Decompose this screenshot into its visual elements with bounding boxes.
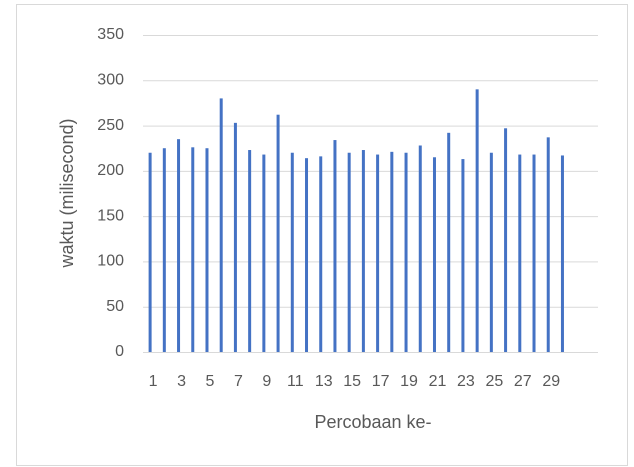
bar [290, 152, 294, 352]
bar [262, 154, 266, 352]
x-axis-label: Percobaan ke- [314, 412, 431, 432]
x-tick-label: 9 [262, 373, 271, 390]
bar [205, 148, 209, 352]
bar [162, 148, 166, 352]
bar [233, 122, 237, 353]
y-tick-label: 300 [97, 72, 124, 89]
bar [447, 132, 451, 352]
bar [376, 154, 380, 352]
x-tick-label: 13 [315, 373, 333, 390]
bar [518, 154, 522, 352]
bar [361, 150, 365, 352]
x-tick-label: 29 [542, 373, 560, 390]
y-tick-label: 50 [106, 298, 124, 315]
bar [219, 98, 223, 353]
x-tick-label: 7 [234, 373, 243, 390]
x-tick-label: 11 [287, 373, 304, 390]
bar [532, 154, 536, 352]
bar [546, 137, 550, 352]
bar [461, 159, 465, 352]
x-tick-label: 17 [372, 373, 390, 390]
bar [475, 89, 479, 352]
y-tick-label: 200 [97, 162, 124, 179]
bar [276, 114, 280, 353]
x-tick-label: 27 [514, 373, 532, 390]
bar [333, 140, 337, 352]
x-tick-label: 21 [429, 373, 447, 390]
y-axis-label: waktu (milisecond) [57, 118, 77, 268]
x-tick-label: 3 [177, 373, 186, 390]
x-tick-label: 25 [485, 373, 503, 390]
bar [148, 152, 152, 352]
bar [489, 152, 493, 352]
bar [504, 128, 508, 352]
bar [560, 155, 564, 352]
bar [319, 156, 323, 352]
bar [432, 157, 436, 352]
y-tick-label: 350 [97, 26, 124, 43]
x-tick-label: 23 [457, 373, 475, 390]
bar [404, 152, 408, 352]
y-tick-label: 100 [97, 253, 124, 270]
y-tick-label: 250 [97, 117, 124, 134]
bar [248, 150, 252, 352]
bar [390, 151, 394, 352]
y-tick-label: 150 [97, 207, 124, 224]
y-tick-label: 0 [115, 343, 124, 360]
bar [177, 139, 181, 352]
bar [305, 158, 309, 352]
bar [347, 152, 351, 352]
x-tick-label: 15 [343, 373, 361, 390]
bar [418, 145, 422, 352]
x-tick-label: 19 [400, 373, 418, 390]
x-tick-label: 5 [206, 373, 215, 390]
x-tick-label: 1 [149, 373, 158, 390]
bar [191, 147, 195, 352]
